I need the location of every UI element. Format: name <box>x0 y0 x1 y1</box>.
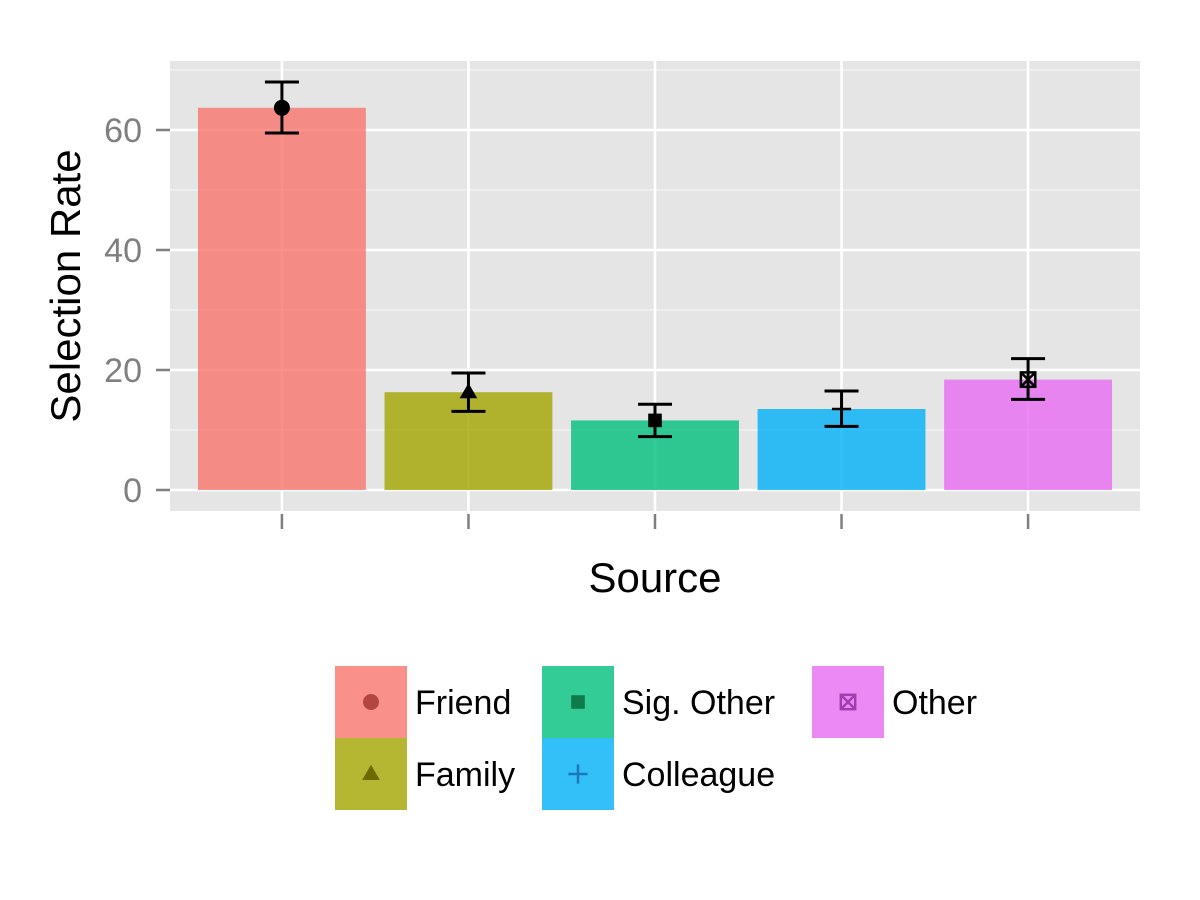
legend-item-sig-other: Sig. Other <box>542 666 775 738</box>
legend-marker-shape <box>363 694 379 710</box>
legend-label: Other <box>892 684 977 722</box>
legend-marker-shape <box>571 695 585 709</box>
bar-friend <box>197 107 366 491</box>
legend-label: Family <box>415 756 515 794</box>
point-marker <box>1019 371 1037 389</box>
legend-item-family: Family <box>335 738 515 810</box>
y-tick-label: 40 <box>104 232 142 270</box>
point-marker-shape <box>459 383 478 399</box>
point-marker <box>831 399 852 419</box>
legend-marker <box>839 693 857 711</box>
x-axis <box>280 514 1030 529</box>
point-marker-box <box>1019 371 1037 389</box>
legend-marker <box>571 695 585 709</box>
y-axis-title: Selection Rate <box>42 149 89 422</box>
x-axis-title: Source <box>588 554 721 601</box>
legend-marker <box>362 764 380 780</box>
legend-item-friend: Friend <box>335 666 511 738</box>
legend-marker <box>363 694 379 710</box>
point-marker-shape <box>648 413 662 428</box>
y-axis: 0 20 40 60 <box>104 112 170 510</box>
bars <box>197 107 1113 491</box>
legend-marker <box>568 764 588 784</box>
point-marker <box>459 383 478 399</box>
legend-item-colleague: Colleague <box>542 738 775 810</box>
y-tick-label: 60 <box>104 112 142 150</box>
legend: Friend Family Sig. Other Colleague Other <box>335 666 977 810</box>
error-bars <box>264 80 1046 439</box>
point-markers <box>273 99 1037 428</box>
legend-label: Sig. Other <box>622 684 775 722</box>
point-marker-shape <box>273 99 290 116</box>
legend-label: Friend <box>415 684 511 722</box>
point-marker <box>273 99 290 116</box>
legend-marker-diag2 <box>839 693 857 711</box>
point-marker-diag2 <box>1019 371 1037 388</box>
point-marker <box>648 413 662 428</box>
legend-label: Colleague <box>622 756 775 794</box>
legend-item-other: Other <box>812 666 977 738</box>
legend-marker-box <box>839 693 857 711</box>
y-tick-label: 20 <box>104 352 142 390</box>
y-tick-label: 0 <box>123 472 142 510</box>
legend-marker-shape <box>362 764 380 780</box>
